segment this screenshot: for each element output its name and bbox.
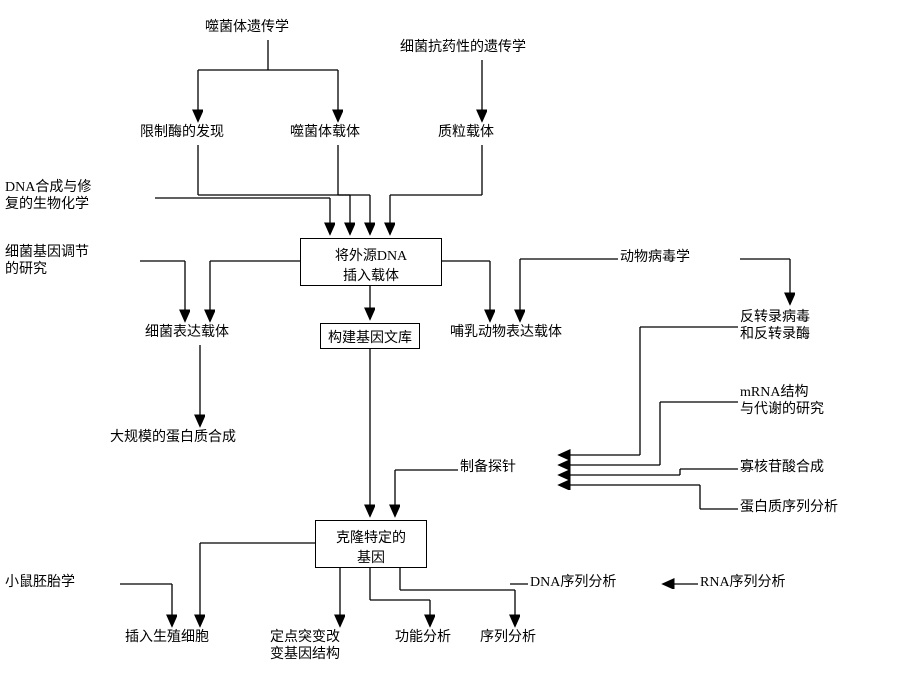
node-insert-germ: 插入生殖细胞 [125, 630, 209, 647]
node-rna-seq-analysis: RNA序列分析 [700, 575, 786, 592]
clone-gene-label: 克隆特定的 基因 [316, 521, 426, 567]
node-mrna-struct: mRNA结构 与代谢的研究 [740, 385, 824, 419]
flowchart-diagram: 噬菌体遗传学 细菌抗药性的遗传学 限制酶的发现 噬菌体载体 质粒载体 DNA合成… [0, 0, 920, 690]
node-restriction-enzyme: 限制酶的发现 [140, 125, 224, 142]
node-protein-seq: 蛋白质序列分析 [740, 500, 838, 517]
node-site-mutation: 定点突变改 变基因结构 [270, 630, 340, 664]
node-plasmid-vector: 质粒载体 [438, 125, 494, 142]
node-clone-gene-box: 克隆特定的 基因 [315, 520, 427, 568]
node-prepare-probe: 制备探针 [460, 460, 516, 477]
node-mammal-expr-vector: 哺乳动物表达载体 [450, 325, 562, 342]
node-dna-synth-repair: DNA合成与修 复的生物化学 [5, 180, 91, 214]
node-bact-resist-genetics: 细菌抗药性的遗传学 [400, 40, 526, 57]
node-dna-seq-analysis: DNA序列分析 [530, 575, 616, 592]
insert-dna-box-label: 将外源DNA 插入载体 [301, 239, 441, 285]
node-seq-analysis: 序列分析 [480, 630, 536, 647]
node-phage-vector: 噬菌体载体 [290, 125, 360, 142]
node-large-scale-protein: 大规模的蛋白质合成 [110, 430, 236, 447]
node-retrovirus: 反转录病毒 和反转录酶 [740, 310, 810, 344]
node-build-library-box: 构建基因文库 [320, 323, 420, 349]
node-bact-gene-reg: 细菌基因调节 的研究 [5, 245, 89, 279]
build-library-label: 构建基因文库 [321, 324, 419, 347]
node-phage-genetics: 噬菌体遗传学 [205, 20, 289, 37]
node-oligo-synth: 寡核苷酸合成 [740, 460, 824, 477]
node-bact-expr-vector: 细菌表达载体 [145, 325, 229, 342]
node-function-analysis: 功能分析 [395, 630, 451, 647]
node-animal-virology: 动物病毒学 [620, 250, 690, 267]
node-mouse-embryo: 小鼠胚胎学 [5, 575, 75, 592]
node-insert-dna-box: 将外源DNA 插入载体 [300, 238, 442, 286]
